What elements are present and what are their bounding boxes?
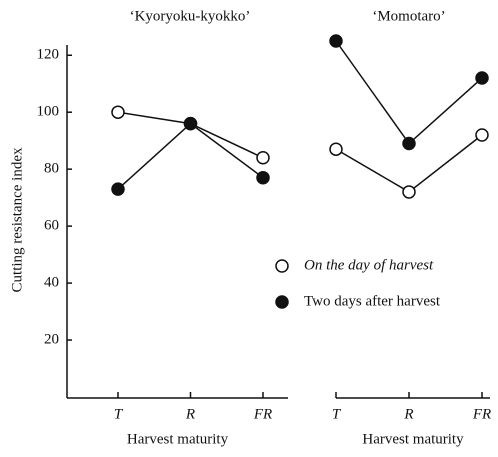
data-point	[183, 116, 198, 131]
y-axis-label: Cutting resistance index	[9, 147, 25, 292]
x-tick-label: T	[332, 406, 342, 422]
data-point	[329, 34, 343, 48]
data-point	[329, 142, 343, 156]
legend-marker	[275, 259, 289, 273]
legend-label: Two days after harvest	[304, 293, 441, 309]
legend-marker	[275, 295, 289, 309]
data-point	[256, 151, 270, 165]
y-tick-label: 120	[37, 47, 60, 63]
x-tick-label: R	[403, 406, 413, 422]
data-point	[111, 182, 125, 196]
series-line	[335, 40, 483, 145]
y-tick-label: 20	[44, 331, 59, 347]
data-point	[475, 71, 489, 85]
x-tick-label: R	[185, 406, 195, 422]
chart-title: ‘Kyoryoku-kyokko’	[130, 8, 251, 24]
series-line	[117, 122, 264, 190]
y-tick-label: 40	[44, 275, 59, 291]
x-tick-label: T	[114, 406, 124, 422]
data-point	[111, 105, 125, 119]
y-tick-label: 100	[37, 104, 60, 120]
x-tick-label: FR	[253, 406, 272, 422]
legend-label: On the day of harvest	[304, 257, 434, 273]
x-axis-label: Harvest maturity	[127, 431, 229, 447]
y-tick-label: 80	[44, 161, 59, 177]
data-point	[256, 170, 270, 185]
x-axis-label: Harvest maturity	[362, 431, 464, 447]
chart-title: ‘Momotaro’	[372, 8, 445, 24]
y-tick-label: 60	[44, 218, 59, 234]
data-point	[402, 136, 416, 151]
data-point	[402, 185, 416, 199]
x-tick-label: FR	[472, 406, 491, 422]
data-point	[475, 128, 489, 142]
